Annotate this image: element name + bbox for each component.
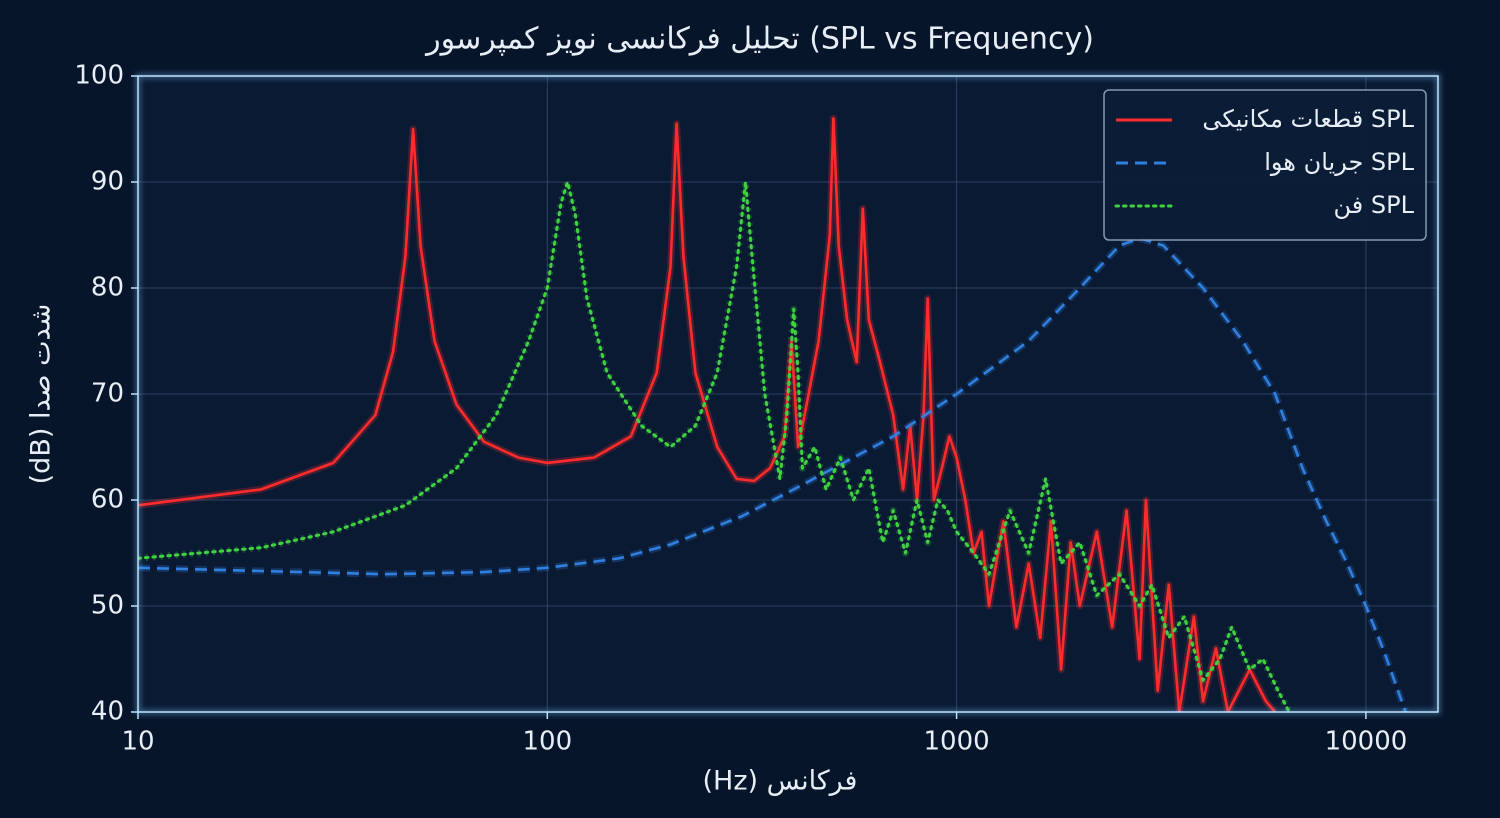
legend: قطعات مکانیکی SPL جریان هوا SPL فن SPL	[1103, 89, 1427, 241]
x-tick-label: 100	[522, 727, 572, 757]
x-tick-label: 1000	[924, 727, 990, 757]
y-tick-label: 40	[91, 697, 124, 727]
chart-title: تحلیل فرکانسی نویز کمپرسور (SPL vs Frequ…	[424, 22, 1094, 57]
y-tick-label: 50	[91, 591, 124, 621]
y-tick-label: 70	[91, 379, 124, 409]
legend-label: جریان هوا SPL	[1264, 148, 1414, 176]
series-line	[138, 117, 1277, 712]
legend-box	[1103, 89, 1427, 241]
series-line	[138, 236, 1407, 712]
legend-label: قطعات مکانیکی SPL	[1202, 105, 1414, 133]
series-line	[138, 180, 1291, 712]
lines	[138, 114, 1409, 712]
y-tick-label: 100	[74, 61, 124, 91]
x-tick-label: 10	[121, 727, 154, 757]
legend-label: فن SPL	[1334, 191, 1415, 219]
x-axis-label: (Hz) فرکانس	[703, 766, 858, 797]
y-tick-label: 60	[91, 485, 124, 515]
y-tick-label: 80	[91, 273, 124, 303]
frame	[137, 75, 1439, 713]
x-tick-label: 10000	[1325, 727, 1408, 757]
y-axis-label: (dB) شدت صدا	[26, 304, 57, 485]
y-tick-label: 90	[91, 167, 124, 197]
